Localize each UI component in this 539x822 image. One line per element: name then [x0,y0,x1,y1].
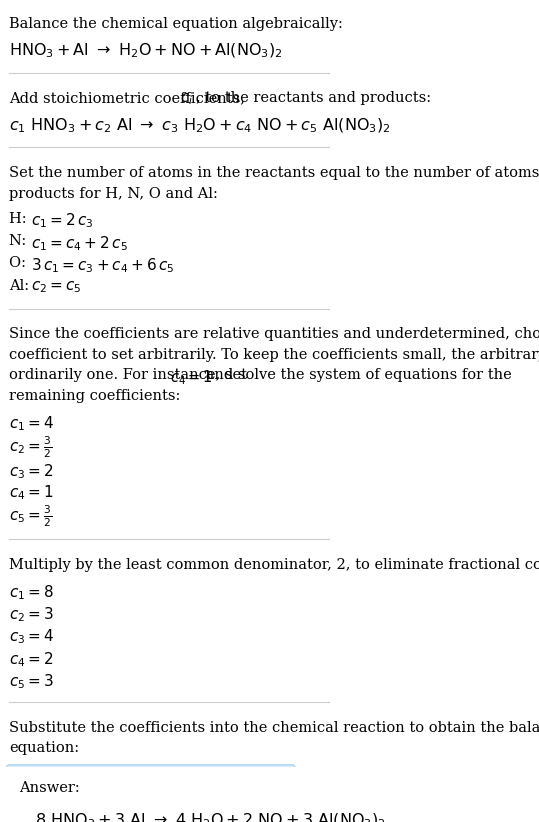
Text: Set the number of atoms in the reactants equal to the number of atoms in the: Set the number of atoms in the reactants… [9,166,539,180]
Text: Al:: Al: [9,279,34,293]
Text: $c_1 = 8$: $c_1 = 8$ [9,583,54,602]
Text: $c_i$: $c_i$ [180,91,193,107]
Text: Substitute the coefficients into the chemical reaction to obtain the balanced: Substitute the coefficients into the che… [9,721,539,735]
Text: Answer:: Answer: [19,781,80,795]
Text: products for H, N, O and Al:: products for H, N, O and Al: [9,187,218,201]
Text: $c_1 = 2\,c_3$: $c_1 = 2\,c_3$ [31,212,94,230]
Text: equation:: equation: [9,741,80,755]
Text: Add stoichiometric coefficients,: Add stoichiometric coefficients, [9,91,250,105]
Text: and solve the system of equations for the: and solve the system of equations for th… [201,368,512,382]
Text: $c_2 = \frac{3}{2}$: $c_2 = \frac{3}{2}$ [9,435,53,460]
Text: $c_4 = 1$: $c_4 = 1$ [170,368,212,387]
Text: N:: N: [9,234,31,248]
Text: $c_5 = \frac{3}{2}$: $c_5 = \frac{3}{2}$ [9,504,53,529]
Text: coefficient to set arbitrarily. To keep the coefficients small, the arbitrary va: coefficient to set arbitrarily. To keep … [9,348,539,362]
Text: $c_5 = 3$: $c_5 = 3$ [9,672,54,691]
Text: O:: O: [9,256,31,270]
Text: Balance the chemical equation algebraically:: Balance the chemical equation algebraica… [9,16,343,30]
Text: $c_1 = c_4 + 2\,c_5$: $c_1 = c_4 + 2\,c_5$ [31,234,128,253]
Text: $c_4 = 1$: $c_4 = 1$ [9,483,54,501]
Text: $c_2 = 3$: $c_2 = 3$ [9,605,54,624]
Text: $c_1 = 4$: $c_1 = 4$ [9,414,54,433]
FancyBboxPatch shape [6,764,295,822]
Text: H:: H: [9,212,32,226]
Text: $8\ \mathrm{HNO_3} + 3\ \mathrm{Al} \ \rightarrow \ 4\ \mathrm{H_2O} + 2\ \mathr: $8\ \mathrm{HNO_3} + 3\ \mathrm{Al} \ \r… [34,811,385,822]
Text: $3\,c_1 = c_3 + c_4 + 6\,c_5$: $3\,c_1 = c_3 + c_4 + 6\,c_5$ [31,256,175,275]
Text: Multiply by the least common denominator, 2, to eliminate fractional coefficient: Multiply by the least common denominator… [9,557,539,572]
Text: $c_3 = 4$: $c_3 = 4$ [9,628,54,646]
Text: $c_3 = 2$: $c_3 = 2$ [9,463,54,482]
Text: remaining coefficients:: remaining coefficients: [9,389,181,403]
Text: $\mathrm{HNO_3 + Al \ \rightarrow \ H_2O + NO + Al(NO_3)_2}$: $\mathrm{HNO_3 + Al \ \rightarrow \ H_2O… [9,42,284,60]
Text: Since the coefficients are relative quantities and underdetermined, choose a: Since the coefficients are relative quan… [9,327,539,341]
Text: , to the reactants and products:: , to the reactants and products: [196,91,431,105]
Text: $c_1 \ \mathrm{HNO_3} + c_2 \ \mathrm{Al} \ \rightarrow \ c_3 \ \mathrm{H_2O} + : $c_1 \ \mathrm{HNO_3} + c_2 \ \mathrm{Al… [9,117,391,135]
Text: ordinarily one. For instance, set: ordinarily one. For instance, set [9,368,252,382]
Text: $c_4 = 2$: $c_4 = 2$ [9,650,54,669]
Text: $c_2 = c_5$: $c_2 = c_5$ [31,279,82,294]
